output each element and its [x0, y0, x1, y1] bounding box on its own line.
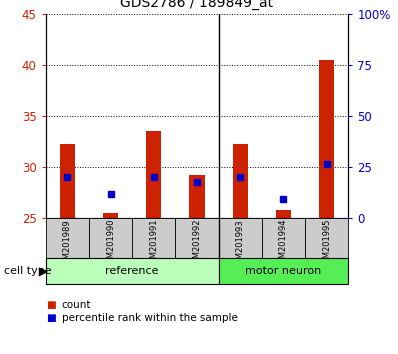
Text: percentile rank within the sample: percentile rank within the sample — [62, 313, 238, 323]
Bar — [189, 175, 205, 218]
Text: cell type: cell type — [4, 266, 52, 276]
Bar — [46, 258, 219, 284]
Text: reference: reference — [105, 266, 159, 276]
Bar — [46, 218, 89, 258]
Bar — [132, 218, 176, 258]
Bar — [219, 258, 348, 284]
Bar — [103, 213, 118, 218]
Text: GSM201994: GSM201994 — [279, 219, 288, 269]
Text: motor neuron: motor neuron — [245, 266, 322, 276]
Bar — [276, 210, 291, 218]
Text: GSM201989: GSM201989 — [63, 219, 72, 269]
Bar — [319, 60, 334, 218]
Text: ■: ■ — [46, 313, 55, 323]
Text: GSM201991: GSM201991 — [149, 219, 158, 269]
Bar — [146, 131, 161, 218]
Bar — [262, 218, 305, 258]
Bar — [176, 218, 219, 258]
Bar — [305, 218, 348, 258]
Text: count: count — [62, 300, 91, 310]
Bar — [233, 144, 248, 218]
Text: GSM201990: GSM201990 — [106, 219, 115, 269]
Bar — [219, 218, 262, 258]
Text: GSM201992: GSM201992 — [193, 219, 201, 269]
Text: GSM201993: GSM201993 — [236, 219, 245, 269]
Title: GDS2786 / 189849_at: GDS2786 / 189849_at — [121, 0, 273, 10]
Text: ▶: ▶ — [39, 266, 48, 278]
Bar — [60, 144, 75, 218]
Text: ■: ■ — [46, 300, 55, 310]
Bar — [89, 218, 132, 258]
Text: GSM201995: GSM201995 — [322, 219, 331, 269]
